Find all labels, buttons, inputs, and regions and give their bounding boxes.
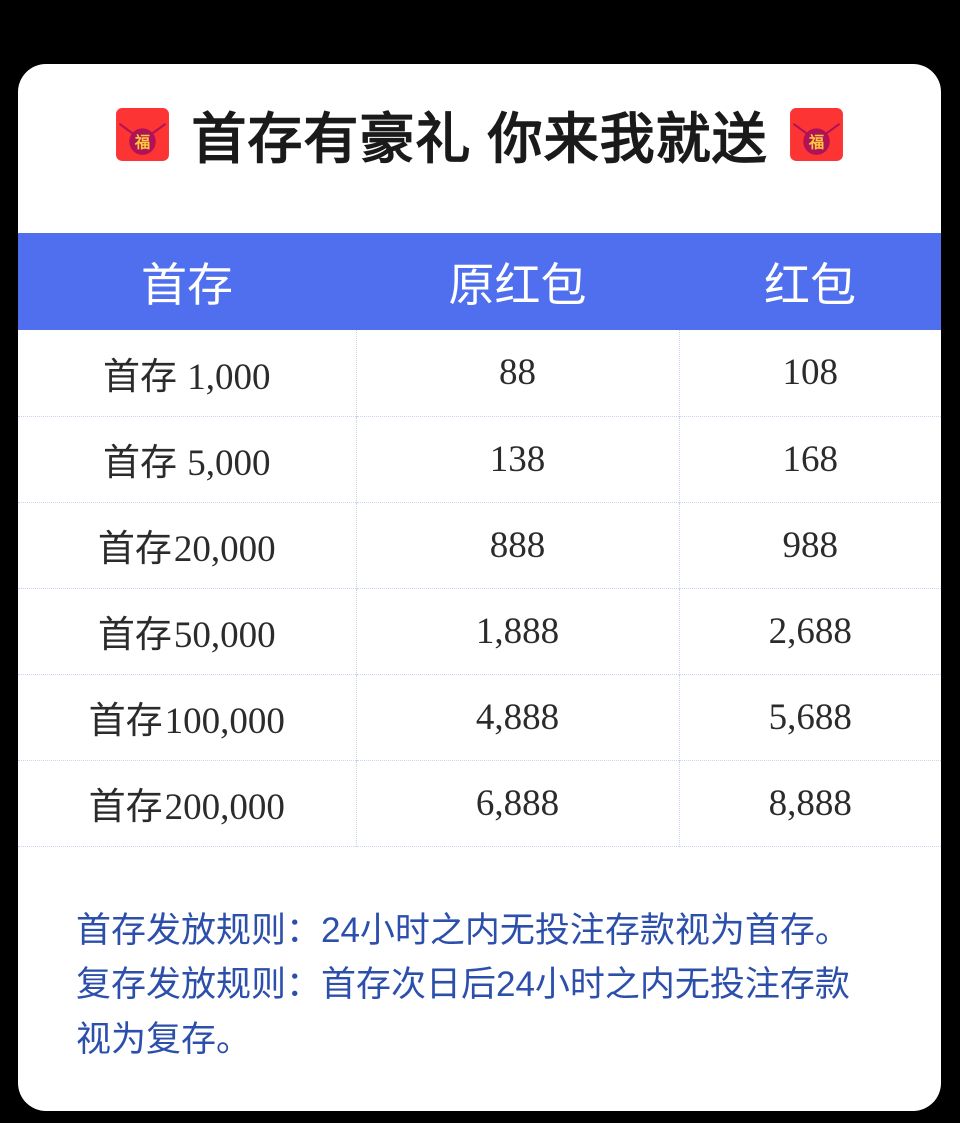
svg-text:福: 福 bbox=[134, 133, 150, 151]
svg-text:福: 福 bbox=[808, 133, 824, 151]
